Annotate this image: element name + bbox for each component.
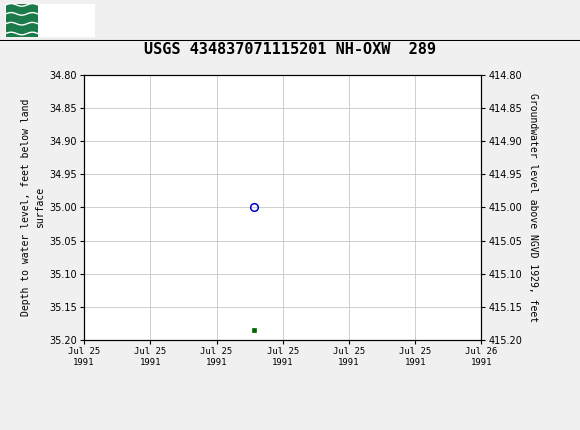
FancyBboxPatch shape: [5, 4, 95, 37]
FancyBboxPatch shape: [6, 4, 38, 37]
Y-axis label: Groundwater level above NGVD 1929, feet: Groundwater level above NGVD 1929, feet: [528, 93, 538, 322]
Text: USGS 434837071115201 NH-OXW  289: USGS 434837071115201 NH-OXW 289: [144, 42, 436, 57]
Y-axis label: Depth to water level, feet below land
surface: Depth to water level, feet below land su…: [21, 99, 45, 316]
Text: USGS: USGS: [44, 12, 95, 29]
